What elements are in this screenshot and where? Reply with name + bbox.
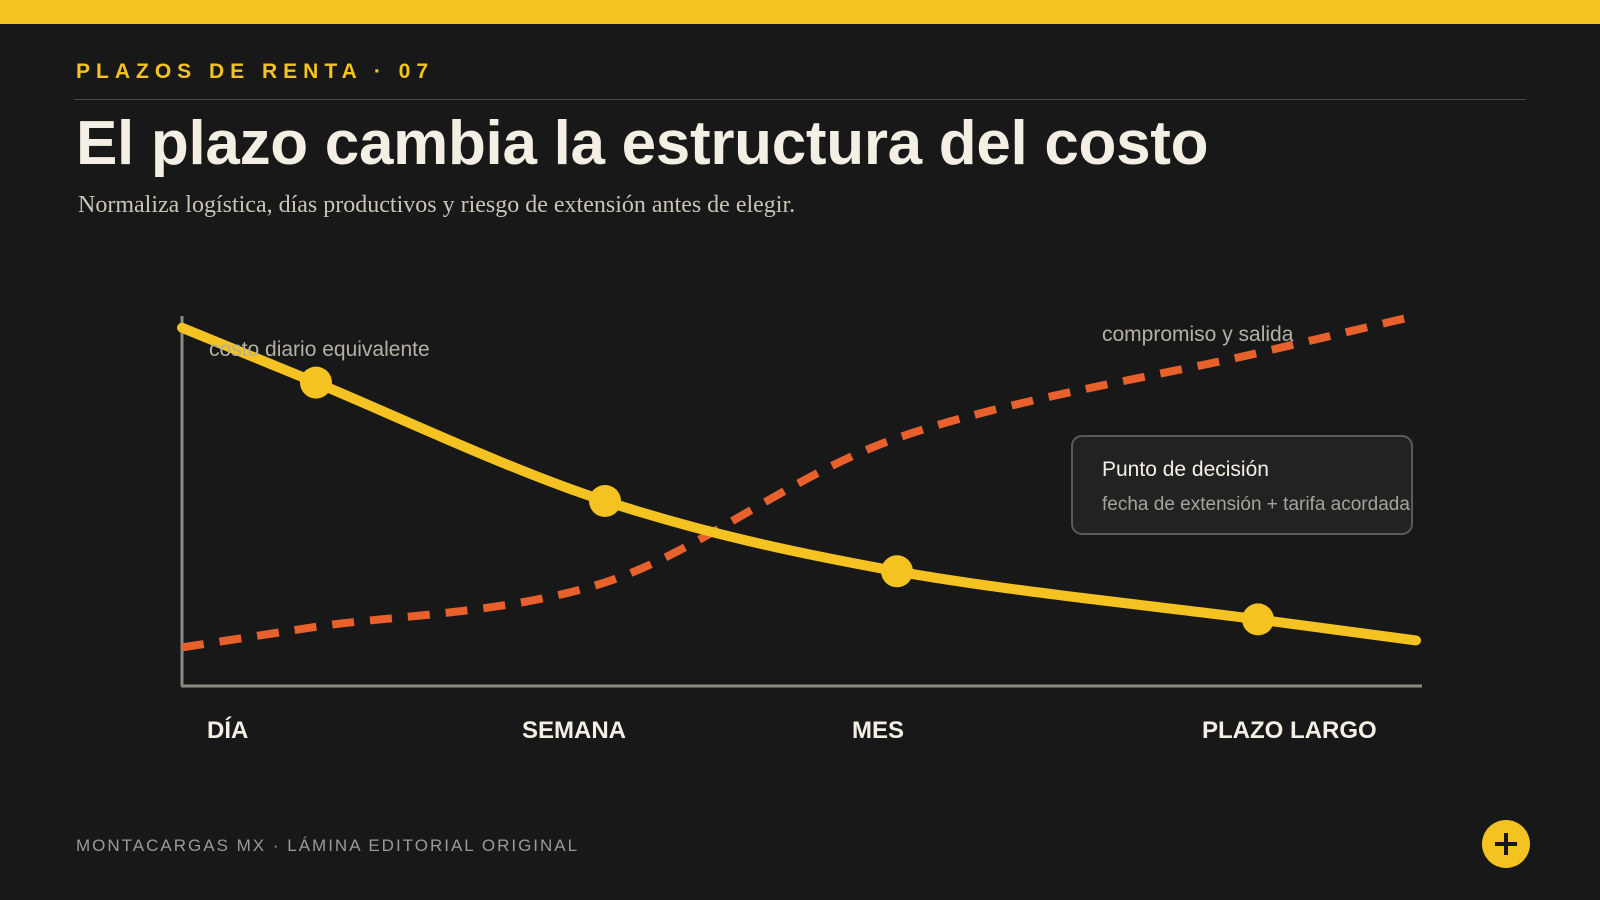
- x-tick-label: DÍA: [207, 716, 248, 744]
- x-tick-label: SEMANA: [522, 717, 626, 744]
- data-point-marker: [589, 485, 621, 517]
- page-title: El plazo cambia la estructura del costo: [76, 109, 1209, 178]
- callout-box: [1071, 435, 1413, 535]
- slide-kicker: PLAZOS DE RENTA · 07: [76, 60, 435, 83]
- series-label-compromiso: compromiso y salida: [1102, 323, 1294, 346]
- series-markers: [300, 366, 1274, 636]
- decision-callout: Punto de decisión fecha de extensión + t…: [1071, 435, 1413, 535]
- data-point-marker: [300, 366, 332, 399]
- add-button[interactable]: [1482, 820, 1530, 868]
- callout-text: fecha de extensión + tarifa acordada: [1102, 494, 1410, 515]
- top-accent-bar: [0, 0, 1600, 24]
- header-divider: [74, 99, 1526, 100]
- x-tick-label: MES: [852, 717, 904, 744]
- x-tick-label: PLAZO LARGO: [1202, 717, 1377, 744]
- data-point-marker: [1242, 603, 1274, 636]
- page-subtitle: Normaliza logística, días productivos y …: [78, 192, 796, 218]
- series-label-costo-diario: costo diario equivalente: [209, 338, 430, 361]
- callout-title: Punto de decisión: [1102, 458, 1269, 481]
- series-line-compromiso-y-salida: [181, 311, 1417, 652]
- footer-credit: MONTACARGAS MX · LÁMINA EDITORIAL ORIGIN…: [76, 836, 580, 855]
- plus-icon: [1495, 833, 1517, 855]
- data-point-marker: [881, 555, 913, 588]
